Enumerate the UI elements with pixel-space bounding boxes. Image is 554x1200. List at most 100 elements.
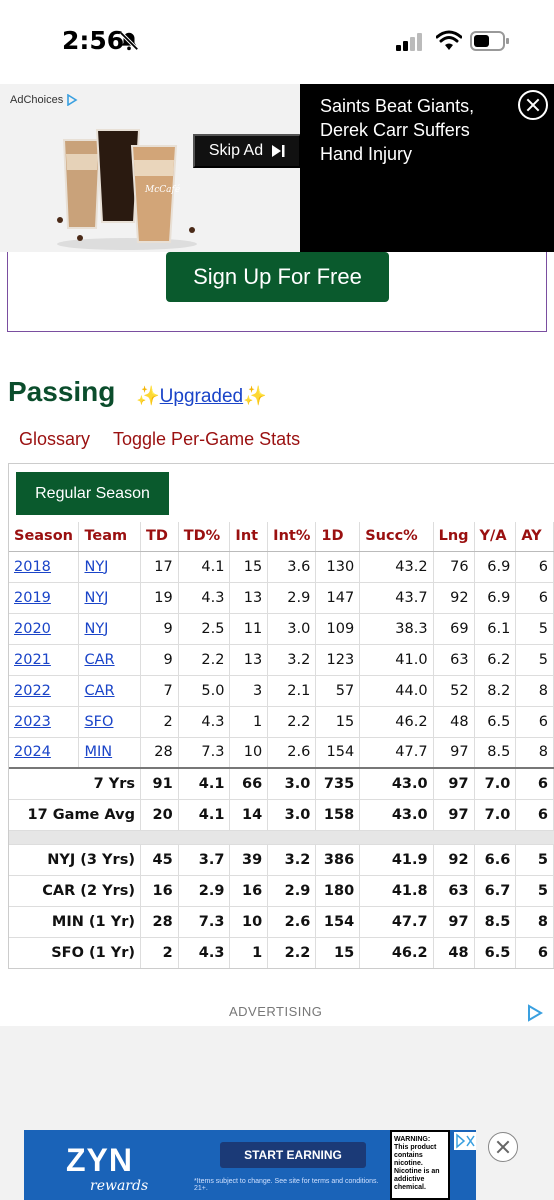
column-header[interactable]: Season <box>9 522 80 552</box>
column-header[interactable]: Int% <box>267 522 317 552</box>
stat-cell: 14 <box>229 799 269 831</box>
table-row: 2022 CAR 7 5.0 3 2.1 57 44.0 52 8.2 8 <box>9 675 554 707</box>
column-header[interactable]: Team <box>78 522 141 552</box>
table-bottom-border <box>9 968 554 969</box>
stat-cell: 48 <box>433 937 475 968</box>
stat-cell: 13 <box>229 644 269 676</box>
regular-season-tab[interactable]: Regular Season <box>16 472 169 515</box>
stat-cell: 2 <box>140 937 179 968</box>
column-header[interactable]: TD <box>140 522 179 552</box>
column-header[interactable]: Int <box>229 522 269 552</box>
stat-cell: 19 <box>140 582 179 614</box>
stat-cell: 2.2 <box>267 937 317 968</box>
adchoices-icon[interactable] <box>526 1004 544 1022</box>
stat-cell: 3.0 <box>267 767 317 800</box>
column-header[interactable]: Y/A <box>474 522 517 552</box>
column-header[interactable]: AY <box>515 522 554 552</box>
adchoices-label: AdChoices <box>10 94 64 106</box>
cellular-signal-icon <box>396 33 422 51</box>
bell-muted-icon <box>119 31 139 51</box>
team-link[interactable]: SFO <box>84 713 114 730</box>
skip-ad-button[interactable]: Skip Ad <box>193 134 301 168</box>
sign-up-button[interactable]: Sign Up For Free <box>166 252 389 302</box>
stat-cell: 7.0 <box>474 767 517 800</box>
column-header[interactable]: Succ% <box>359 522 434 552</box>
adchoices-badge[interactable]: AdChoices <box>10 94 78 106</box>
passing-table-container[interactable]: Regular Season Season Team TD TD% Int In… <box>8 463 554 969</box>
sparkle-icon: ✨ <box>136 386 160 407</box>
stat-cell: 63 <box>433 644 475 676</box>
stat-cell: 4.3 <box>178 937 231 968</box>
stat-cell: 3.2 <box>267 644 317 676</box>
stat-cell: 2 <box>140 706 179 738</box>
column-header[interactable]: Lng <box>433 522 475 552</box>
season-link[interactable]: 2021 <box>14 651 51 668</box>
season-link[interactable]: 2022 <box>14 682 51 699</box>
signup-box: Sign Up For Free <box>7 252 547 332</box>
zyn-rewards-text: rewards <box>90 1178 149 1194</box>
stat-cell: 4.1 <box>178 551 231 583</box>
totals-label: CAR (2 Yrs) <box>9 875 141 907</box>
team-link[interactable]: CAR <box>84 651 115 668</box>
stat-cell: 41.9 <box>359 844 434 876</box>
team-link[interactable]: CAR <box>84 682 115 699</box>
stat-cell: 11 <box>229 613 269 645</box>
stat-cell: 6.7 <box>474 875 517 907</box>
stat-cell: 6.6 <box>474 844 517 876</box>
season-link[interactable]: 2024 <box>14 744 51 761</box>
stat-cell: 41.0 <box>359 644 434 676</box>
close-video-icon[interactable] <box>518 90 548 120</box>
season-link[interactable]: 2023 <box>14 713 51 730</box>
start-earning-button[interactable]: START EARNING <box>220 1142 366 1168</box>
season-link[interactable]: 2019 <box>14 589 51 606</box>
stat-cell: 147 <box>315 582 361 614</box>
stat-cell: 1 <box>229 937 269 968</box>
glossary-link[interactable]: Glossary <box>19 429 91 449</box>
stat-cell: 6.9 <box>474 582 517 614</box>
stat-cell: 4.3 <box>178 706 231 738</box>
upgraded-badge: ✨Upgraded✨ <box>136 384 267 408</box>
stat-cell: 3.2 <box>267 844 317 876</box>
stat-cell: 123 <box>315 644 361 676</box>
video-player[interactable]: Saints Beat Giants, Derek Carr Suffers H… <box>300 84 554 252</box>
team-cell: NYJ <box>78 551 141 583</box>
sparkle-icon: ✨ <box>243 386 267 407</box>
season-link[interactable]: 2020 <box>14 620 51 637</box>
stat-cell: 386 <box>315 844 361 876</box>
stat-cell: 38.3 <box>359 613 434 645</box>
upgraded-link[interactable]: Upgraded <box>159 386 244 407</box>
stat-cell: 8 <box>515 906 554 938</box>
stat-cell: 10 <box>229 906 269 938</box>
table-row: 2021 CAR 9 2.2 13 3.2 123 41.0 63 6.2 5 <box>9 644 554 676</box>
team-cell: CAR <box>78 675 141 707</box>
spacer-row <box>9 830 554 845</box>
totals-label: NYJ (3 Yrs) <box>9 844 141 876</box>
stat-cell: 46.2 <box>359 937 434 968</box>
stat-cell: 97 <box>433 767 475 800</box>
status-bar: 2:56 <box>0 0 554 84</box>
team-link[interactable]: MIN <box>84 744 113 761</box>
column-header[interactable]: 1D <box>315 522 361 552</box>
column-header[interactable]: TD% <box>178 522 231 552</box>
team-cell: SFO <box>78 706 141 738</box>
stat-cell: 92 <box>433 844 475 876</box>
team-link[interactable]: NYJ <box>84 620 109 637</box>
stat-cell: 8 <box>515 737 554 769</box>
stat-cell: 15 <box>315 937 361 968</box>
stat-cell: 3.7 <box>178 844 231 876</box>
dismiss-ad-icon[interactable] <box>488 1132 518 1162</box>
stat-cell: 97 <box>433 906 475 938</box>
ad-close-x-icon[interactable] <box>454 1132 476 1150</box>
stat-cell: 69 <box>433 613 475 645</box>
stat-cell: 66 <box>229 767 269 800</box>
stat-cell: 154 <box>315 737 361 769</box>
toggle-per-game-link[interactable]: Toggle Per-Game Stats <box>113 429 301 449</box>
season-cell: 2024 <box>9 737 80 769</box>
team-link[interactable]: NYJ <box>84 589 109 606</box>
stat-cell: 92 <box>433 582 475 614</box>
season-link[interactable]: 2018 <box>14 558 51 575</box>
team-cell: NYJ <box>78 582 141 614</box>
zyn-ad-banner[interactable]: ZYN rewards START EARNING *Items subject… <box>24 1130 476 1200</box>
top-ad-banner[interactable]: AdChoices McCafé Skip Ad Saints Beat Gia… <box>0 84 554 252</box>
team-link[interactable]: NYJ <box>84 558 109 575</box>
